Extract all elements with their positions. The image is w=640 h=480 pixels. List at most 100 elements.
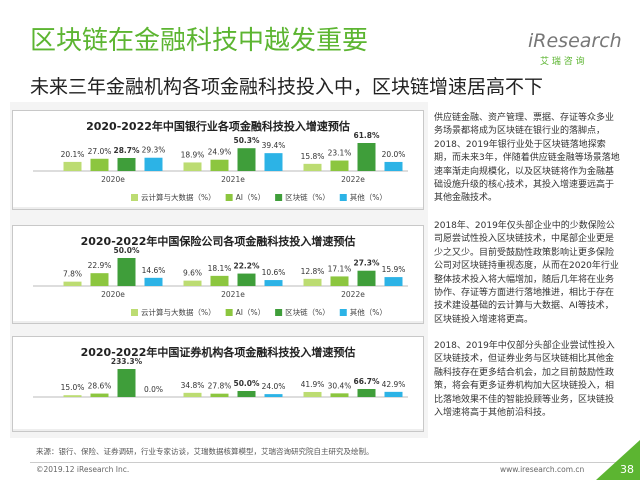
value-label: 15.9%	[382, 265, 406, 274]
chart: 2020-2022年中国证券机构各项金融科技投入增速预估 15.0% 28.6% 23…	[12, 336, 424, 432]
chart-title: 2020-2022年中国银行业各项金融科技投入增速预估	[86, 119, 350, 133]
bar	[210, 159, 229, 171]
slide-title: 区块链在金融科技中越发重要	[30, 26, 369, 56]
chart: 2020-2022年中国银行业各项金融科技投入增速预估 20.1% 27.0% 28.…	[12, 110, 424, 210]
note: 2018、2019年中仅部分头部企业尝试性投入区块链技术，但证券业务与区块链相比…	[434, 341, 615, 419]
bar	[384, 161, 403, 171]
value-label: 20.1%	[61, 150, 85, 159]
value-label: 23.1%	[328, 149, 352, 158]
value-label: 50.0%	[113, 246, 140, 255]
logo-cn: 艾 瑞 咨 询	[540, 57, 585, 67]
bar	[90, 273, 109, 286]
value-label: 41.9%	[301, 380, 325, 389]
legend-swatch	[225, 194, 233, 201]
bar	[384, 391, 403, 397]
url: www.iresearch.com.cn	[500, 465, 585, 474]
value-label: 66.7%	[353, 377, 380, 386]
legend-swatch	[339, 194, 347, 201]
bar	[303, 278, 322, 286]
bar	[303, 391, 322, 397]
value-label: 28.7%	[113, 146, 140, 155]
value-label: 233.3%	[111, 357, 143, 366]
chart-title: 2020-2022年中国证券机构各项金融科技投入增速预估	[81, 345, 356, 359]
page-number: 38	[620, 463, 634, 476]
legend-label: 其他（%）	[350, 307, 387, 317]
bar	[237, 148, 256, 171]
x-tick-label: 2020e	[101, 175, 125, 184]
bar	[90, 158, 109, 171]
copyright: ©2019.12 iResearch Inc.	[36, 465, 130, 474]
bar	[90, 393, 109, 397]
bar	[330, 160, 349, 171]
bar	[330, 276, 349, 286]
bar	[210, 393, 229, 397]
bar	[264, 394, 283, 397]
note: 2018年、2019年仅头部企业中的少数保险公司愿尝试性投入区块链技术，中尾部企…	[434, 221, 619, 325]
bar	[144, 157, 163, 171]
x-tick-label: 2022e	[341, 290, 365, 299]
value-label: 42.9%	[382, 380, 406, 389]
bar	[264, 153, 283, 171]
value-label: 29.3%	[142, 146, 166, 155]
slide-subtitle: 未来三年金融机构各项金融科技投入中，区块链增速居高不下	[30, 76, 544, 98]
value-label: 18.9%	[181, 150, 205, 159]
value-label: 28.6%	[88, 382, 112, 391]
value-label: 27.3%	[353, 259, 380, 268]
bar	[237, 390, 256, 397]
legend-label: AI（%）	[236, 308, 265, 317]
bar	[303, 163, 322, 171]
legend-swatch	[131, 194, 138, 201]
x-tick-label: 2020e	[101, 290, 125, 299]
bar	[183, 162, 202, 171]
bar	[210, 275, 229, 286]
chart: 2020-2022年中国保险公司各项金融科技投入增速预估 7.8% 22.9%50.…	[12, 225, 424, 324]
bar	[63, 161, 82, 171]
bar	[144, 277, 163, 286]
value-label: 27.8%	[208, 382, 232, 391]
legend-swatch	[339, 309, 347, 316]
bar	[117, 258, 136, 286]
legend-swatch	[225, 309, 233, 316]
bar	[237, 273, 256, 286]
chart-title: 2020-2022年中国保险公司各项金融科技投入增速预估	[81, 234, 356, 248]
legend-swatch	[275, 309, 283, 316]
value-label: 18.1%	[208, 264, 232, 273]
bar	[117, 369, 136, 397]
bar	[384, 277, 403, 286]
legend-swatch	[275, 194, 283, 201]
bar	[183, 392, 202, 397]
bar	[63, 281, 82, 286]
value-label: 24.0%	[262, 382, 286, 391]
value-label: 10.6%	[262, 268, 286, 277]
value-label: 50.3%	[233, 136, 260, 145]
source: 来源：银行、保险、证券调研，行业专家访谈，艾瑞数据核算模型，艾瑞咨询研究院自主研…	[36, 447, 374, 456]
x-tick-label: 2021e	[221, 175, 245, 184]
x-tick-label: 2022e	[341, 175, 365, 184]
divider	[30, 462, 620, 463]
bar	[357, 143, 376, 171]
value-label: 9.6%	[183, 269, 202, 278]
note: 供应链金融、资产管理、票据、存证等众多业务场景都将成为区块链在银行业的落脚点，2…	[434, 113, 620, 204]
value-label: 22.9%	[88, 261, 112, 270]
legend-swatch	[131, 309, 138, 316]
value-label: 27.0%	[88, 147, 112, 156]
bar	[117, 157, 136, 171]
legend-label: 云计算与大数据（%）	[141, 307, 216, 317]
value-label: 12.8%	[301, 267, 325, 276]
bar	[264, 280, 283, 286]
value-label: 34.8%	[181, 381, 205, 390]
value-label: 15.0%	[61, 383, 85, 392]
legend-label: 云计算与大数据（%）	[141, 192, 216, 202]
bar	[357, 270, 376, 286]
value-label: 14.6%	[142, 266, 166, 275]
value-label: 15.8%	[301, 152, 325, 161]
legend-label: AI（%）	[236, 193, 265, 202]
legend-label: 其他（%）	[350, 192, 387, 202]
value-label: 17.1%	[328, 264, 352, 273]
page-corner	[596, 440, 640, 480]
value-label: 30.4%	[328, 381, 352, 390]
bar	[63, 395, 82, 397]
bar	[357, 388, 376, 397]
logo: iResearch	[528, 30, 622, 52]
